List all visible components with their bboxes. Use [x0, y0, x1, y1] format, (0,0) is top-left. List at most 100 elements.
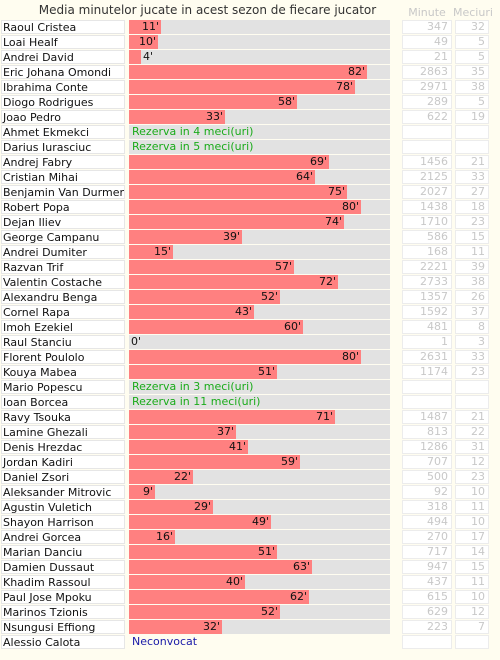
player-name: Valentin Costache — [1, 275, 125, 289]
bar-track: 52' — [129, 290, 390, 304]
matches-count-cell — [455, 140, 489, 154]
player-name: Mario Popescu — [1, 380, 125, 394]
bar-value-label: 59' — [280, 455, 298, 468]
bar-track: 62' — [129, 590, 390, 604]
bar-track: 39' — [129, 230, 390, 244]
bar-value-label: 0' — [131, 335, 142, 348]
bar-track: 29' — [129, 500, 390, 514]
total-minutes-cell: 437 — [402, 575, 452, 589]
total-minutes-cell: 2971 — [402, 80, 452, 94]
bar-track: 64' — [129, 170, 390, 184]
matches-count-cell: 15 — [455, 560, 489, 574]
player-name: Alexandru Benga — [1, 290, 125, 304]
player-name: Ioan Borcea — [1, 395, 125, 409]
total-minutes-cell: 622 — [402, 110, 452, 124]
total-minutes-cell: 500 — [402, 470, 452, 484]
player-row: Damien Dussaut 63' 947 15 — [0, 560, 500, 575]
bar-track: 40' — [129, 575, 390, 589]
player-row: Denis Hrezdac 41' 1286 31 — [0, 440, 500, 455]
minutes-bar — [129, 275, 338, 289]
matches-count-cell: 5 — [455, 95, 489, 109]
player-row: Eric Johana Omondi 82' 2863 35 — [0, 65, 500, 80]
total-minutes-cell: 318 — [402, 500, 452, 514]
total-minutes-cell: 717 — [402, 545, 452, 559]
player-name: Benjamin Van Durmen — [1, 185, 125, 199]
player-name: Darius Iurasciuc — [1, 140, 125, 154]
minutes-bar — [129, 440, 248, 454]
total-minutes-cell: 270 — [402, 530, 452, 544]
total-minutes-cell: 1438 — [402, 200, 452, 214]
bar-track: 78' — [129, 80, 390, 94]
bar-value-label: 51' — [257, 365, 275, 378]
player-name: Andrei Gorcea — [1, 530, 125, 544]
bar-track: 9' — [129, 485, 390, 499]
matches-count-cell: 7 — [455, 620, 489, 634]
bar-value-label: 82' — [347, 65, 365, 78]
total-minutes-cell — [402, 140, 452, 154]
reserve-note: Rezerva in 3 meci(uri) — [132, 380, 254, 393]
bar-track: 41' — [129, 440, 390, 454]
player-row: Razvan Trif 57' 2221 39 — [0, 260, 500, 275]
matches-count-cell: 23 — [455, 365, 489, 379]
total-minutes-cell: 586 — [402, 230, 452, 244]
bar-value-label: 60' — [283, 320, 301, 333]
player-name: Paul Jose Mpoku — [1, 590, 125, 604]
total-minutes-cell: 2631 — [402, 350, 452, 364]
bar-value-label: 49' — [251, 515, 269, 528]
player-row: Robert Popa 80' 1438 18 — [0, 200, 500, 215]
player-name: Loai Healf — [1, 35, 125, 49]
matches-count-cell: 32 — [455, 20, 489, 34]
minutes-bar — [129, 245, 173, 259]
minutes-bar — [129, 185, 347, 199]
bar-value-label: 22' — [173, 470, 191, 483]
player-row: Ravy Tsouka 71' 1487 21 — [0, 410, 500, 425]
minutes-bar — [129, 590, 309, 604]
matches-count-cell: 23 — [455, 470, 489, 484]
chart-title: Media minutelor jucate in acest sezon de… — [38, 3, 377, 17]
player-row: Dejan Iliev 74' 1710 23 — [0, 215, 500, 230]
bar-track: 11' — [129, 20, 390, 34]
reserve-note: Rezerva in 5 meci(uri) — [132, 140, 254, 153]
bar-value-label: 80' — [341, 350, 359, 363]
player-name: Kouya Mabea — [1, 365, 125, 379]
minutes-bar — [129, 260, 294, 274]
minutes-bar — [129, 470, 193, 484]
bar-track: 22' — [129, 470, 390, 484]
player-row: Marian Danciu 51' 717 14 — [0, 545, 500, 560]
player-row: Shayon Harrison 49' 494 10 — [0, 515, 500, 530]
reserve-note: Rezerva in 11 meci(uri) — [132, 395, 261, 408]
minutes-bar — [129, 95, 297, 109]
player-row: Imoh Ezekiel 60' 481 8 — [0, 320, 500, 335]
player-row: Ibrahima Conte 78' 2971 38 — [0, 80, 500, 95]
bar-value-label: 29' — [193, 500, 211, 513]
player-name: Andrei Dumiter — [1, 245, 125, 259]
minutes-bar — [129, 155, 329, 169]
matches-count-cell: 8 — [455, 320, 489, 334]
player-name: Diogo Rodrigues — [1, 95, 125, 109]
player-row: Lamine Ghezali 37' 813 22 — [0, 425, 500, 440]
matches-count-cell: 27 — [455, 185, 489, 199]
player-name: Aleksander Mitrovic — [1, 485, 125, 499]
matches-count-cell: 11 — [455, 500, 489, 514]
minutes-bar — [129, 575, 245, 589]
player-name: Raul Stanciu — [1, 335, 125, 349]
bar-value-label: 11' — [141, 20, 159, 33]
player-name: Ibrahima Conte — [1, 80, 125, 94]
bar-value-label: 16' — [155, 530, 173, 543]
player-row: Jordan Kadiri 59' 707 12 — [0, 455, 500, 470]
bar-track: 10' — [129, 35, 390, 49]
bar-value-label: 52' — [260, 290, 278, 303]
player-row: Ioan Borcea Rezerva in 11 meci(uri) — [0, 395, 500, 410]
matches-count-cell: 38 — [455, 275, 489, 289]
player-name: Alessio Calota — [1, 635, 125, 649]
total-minutes-cell: 2863 — [402, 65, 452, 79]
bar-value-label: 51' — [257, 545, 275, 558]
player-row: Cornel Rapa 43' 1592 37 — [0, 305, 500, 320]
player-row: Joao Pedro 33' 622 19 — [0, 110, 500, 125]
minutes-bar — [129, 305, 254, 319]
player-row: Valentin Costache 72' 2733 38 — [0, 275, 500, 290]
minutes-bar — [129, 605, 280, 619]
total-minutes-cell: 21 — [402, 50, 452, 64]
player-name: Dejan Iliev — [1, 215, 125, 229]
player-name: Nsungusi Effiong — [1, 620, 125, 634]
